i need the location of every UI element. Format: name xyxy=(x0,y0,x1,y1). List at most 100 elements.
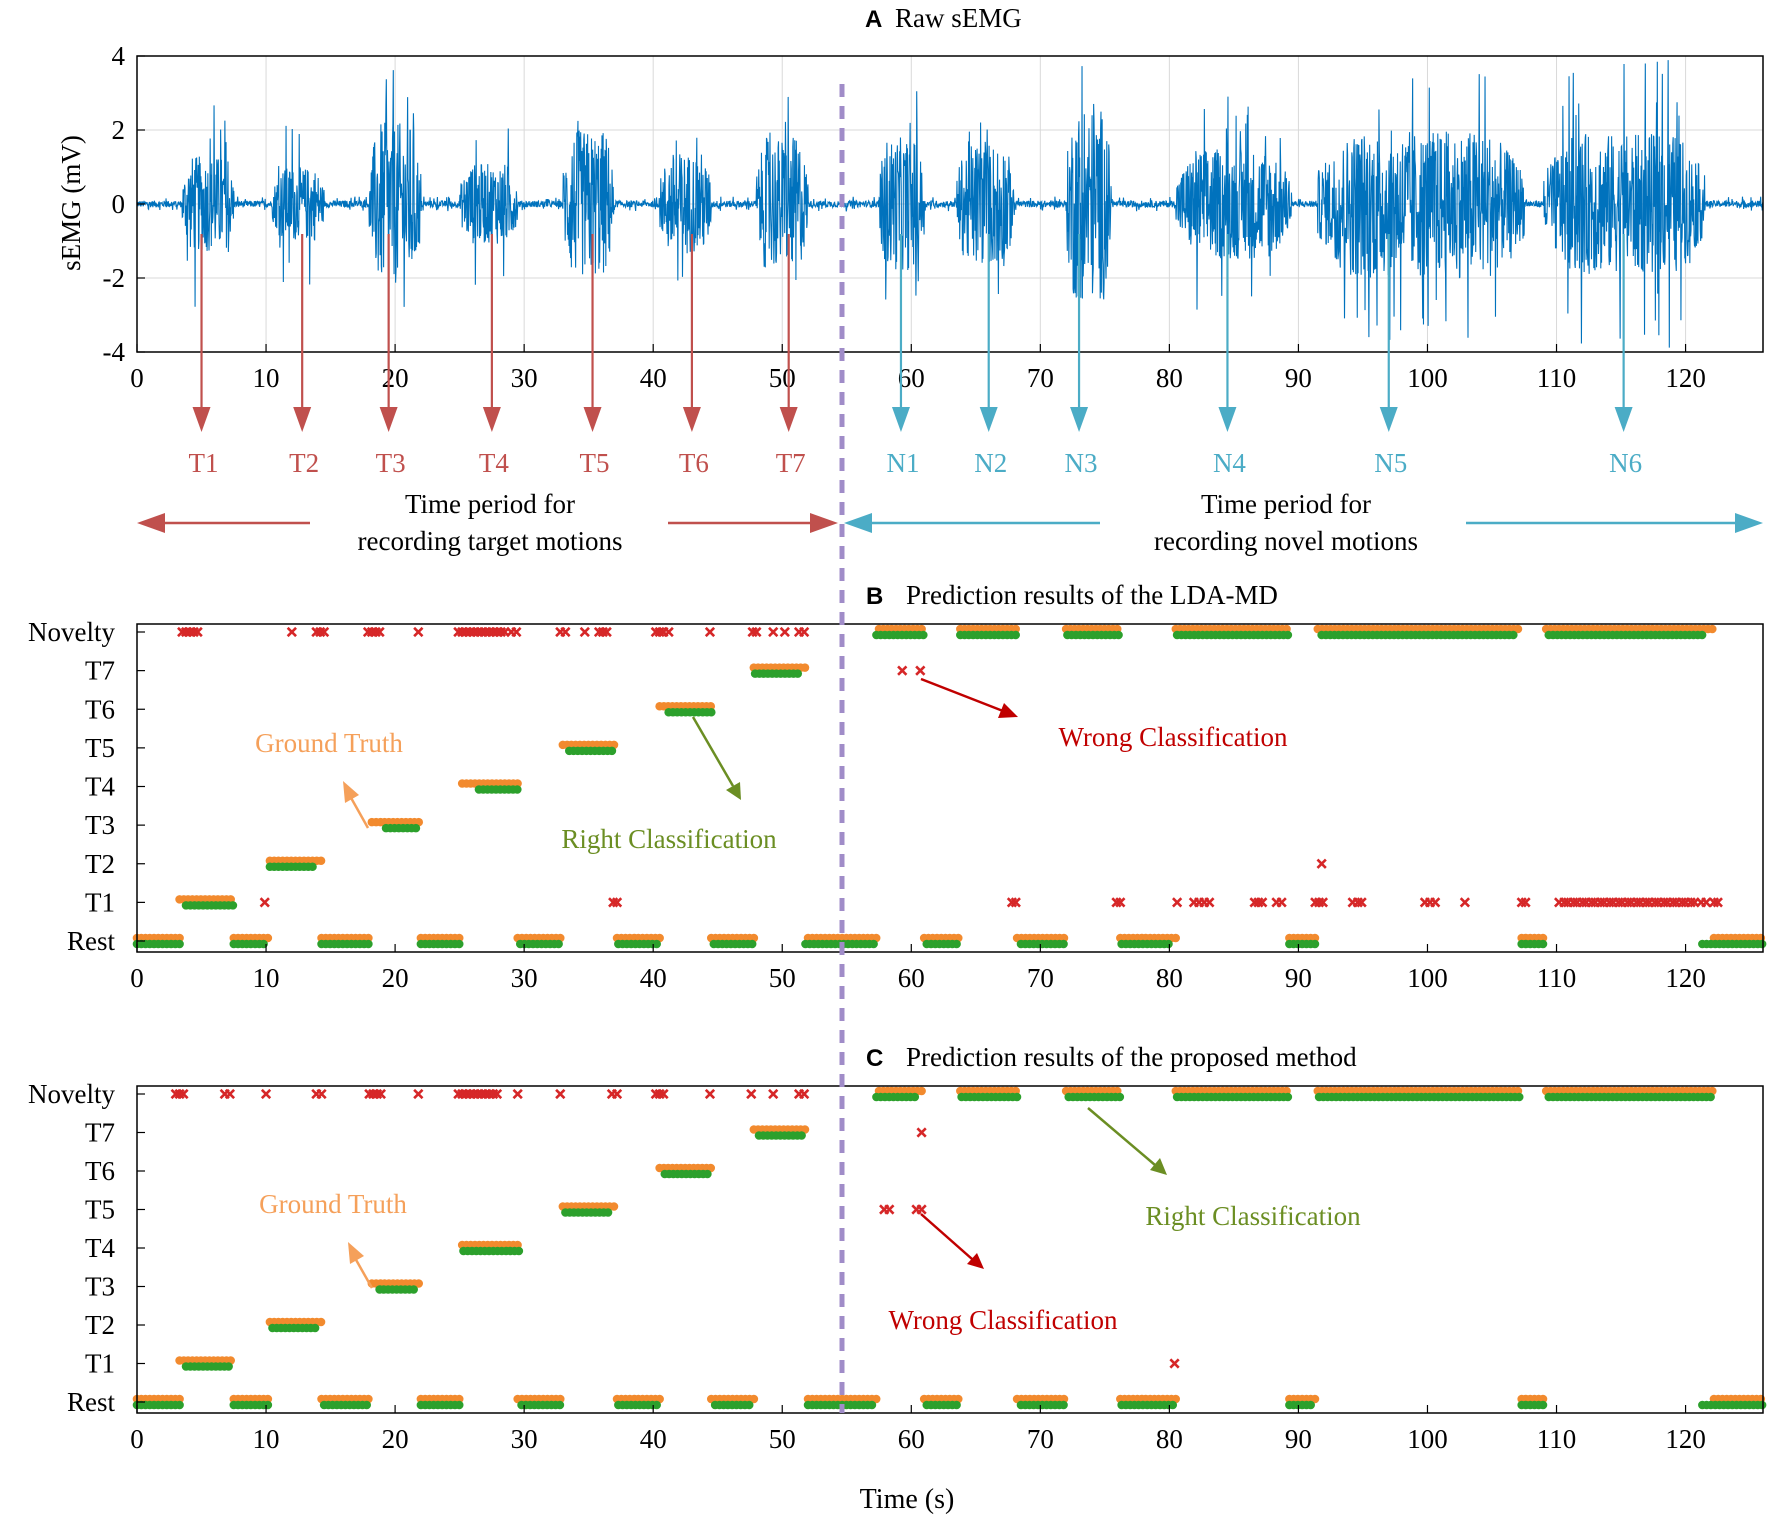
right-classification-point xyxy=(1538,1400,1548,1410)
marker-arrow-head xyxy=(891,407,910,432)
category-label: T1 xyxy=(85,1349,115,1379)
panel-b-right-annotation xyxy=(691,716,741,800)
right-classification-point xyxy=(797,1131,806,1140)
right-classification-point xyxy=(1514,1092,1524,1102)
panel-b-ground-truth-label: Ground Truth xyxy=(255,728,403,758)
wrong-classification-point xyxy=(746,1088,757,1100)
category-label: T4 xyxy=(85,1233,115,1263)
category-label: Novelty xyxy=(28,617,115,647)
x-tick-label: 0 xyxy=(130,1424,144,1454)
panel-a-title: Raw sEMG xyxy=(895,3,1022,33)
x-tick-label: 100 xyxy=(1407,963,1448,993)
panel-c-title: Prediction results of the proposed metho… xyxy=(906,1042,1357,1072)
category-label: T7 xyxy=(85,1118,115,1148)
x-tick-label: 70 xyxy=(1027,1424,1054,1454)
right-classification-point xyxy=(175,939,184,949)
ground-truth-point xyxy=(1707,624,1717,634)
category-label: T2 xyxy=(85,1310,115,1340)
wrong-classification-point xyxy=(512,1088,523,1100)
right-classification-point xyxy=(1283,630,1293,640)
right-classification-point xyxy=(411,823,421,833)
x-tick-label: 100 xyxy=(1407,1424,1448,1454)
ground-truth-point xyxy=(1011,624,1020,634)
wrong-classification-point xyxy=(1115,897,1126,908)
wrong-classification-point xyxy=(658,1088,669,1100)
right-classification-point xyxy=(603,1208,613,1217)
x-tick-label: 20 xyxy=(382,1424,409,1454)
x-tick-label: 50 xyxy=(769,1424,796,1454)
x-tick-label: 60 xyxy=(898,1424,925,1454)
x-tick-label: 120 xyxy=(1665,1424,1706,1454)
right-classification-point xyxy=(555,1400,565,1410)
y-tick-label: -4 xyxy=(103,337,126,367)
wrong-classification-point xyxy=(1257,897,1268,908)
panel-c-scatter xyxy=(132,1086,1767,1410)
category-label: T5 xyxy=(85,733,115,763)
semg-signal-line xyxy=(136,60,1764,348)
right-classification-point xyxy=(1114,630,1123,640)
right-classification-point xyxy=(263,1400,273,1410)
wrong-classification-point xyxy=(316,1088,327,1100)
right-classification-point xyxy=(554,939,563,949)
marker-label-n3: N3 xyxy=(1065,448,1098,478)
wrong-classification-point xyxy=(1169,1358,1180,1369)
x-tick-label: 10 xyxy=(253,963,280,993)
right-classification-point xyxy=(869,939,878,949)
target-period-label-1: Time period for xyxy=(405,489,575,519)
right-classification-point xyxy=(652,939,661,949)
wrong-classification-point xyxy=(1317,897,1329,908)
right-classification-point xyxy=(454,1400,464,1410)
wrong-classification-point xyxy=(259,897,270,908)
ground-truth-point xyxy=(454,933,464,943)
category-label: T6 xyxy=(85,694,115,724)
ground-truth-point xyxy=(1171,933,1181,943)
right-classification-point xyxy=(747,939,757,949)
right-classification-point xyxy=(1283,1092,1293,1102)
right-classification-point xyxy=(703,1169,712,1179)
x-tick-label: 30 xyxy=(511,1424,538,1454)
right-classification-point xyxy=(1697,630,1707,640)
right-classification-point xyxy=(1310,939,1320,949)
panel-c: C Prediction results of the proposed met… xyxy=(28,1042,1767,1515)
right-classification-point xyxy=(918,630,928,640)
panel-b-axes-box xyxy=(136,623,1764,953)
x-tick-label: 110 xyxy=(1537,963,1577,993)
motion-markers: T1 T2 T3 T4 T5 T6 T7 N1 N2 N3 N4 N5 N6 xyxy=(189,234,1642,478)
wrong-classification-point xyxy=(751,626,762,638)
panel-a-ticks: 0 10 20 30 40 50 60 70 80 90 100 110 120 -4 -2 0 2 4 xyxy=(103,41,1706,393)
wrong-classification-point xyxy=(413,1088,424,1100)
x-tick-label: 50 xyxy=(769,363,796,393)
x-tick-label: 80 xyxy=(1156,363,1183,393)
wrong-classification-point xyxy=(1204,897,1215,908)
ground-truth-point xyxy=(263,1394,273,1404)
right-classification-point xyxy=(409,1285,418,1294)
marker-arrow-head xyxy=(1070,407,1089,432)
marker-arrow-head xyxy=(192,407,211,432)
marker-arrow-head xyxy=(779,407,798,432)
x-axis-label: Time (s) xyxy=(860,1484,955,1515)
marker-label-n2: N2 xyxy=(974,448,1007,478)
x-tick-label: 0 xyxy=(130,963,144,993)
y-tick-label: 2 xyxy=(112,115,126,145)
ground-truth-point xyxy=(749,1394,759,1404)
ground-truth-point xyxy=(1538,933,1548,943)
ground-truth-point xyxy=(1310,1394,1320,1404)
wrong-classification-point xyxy=(916,1127,927,1138)
panel-b-wrong-label: Wrong Classification xyxy=(1058,722,1288,752)
right-classification-point xyxy=(952,1400,961,1410)
ground-truth-point xyxy=(414,1279,424,1288)
wrong-classification-point xyxy=(779,626,790,638)
wrong-classification-point xyxy=(192,626,203,638)
marker-arrow-head xyxy=(293,407,312,432)
right-classification-point xyxy=(1012,1092,1022,1102)
x-tick-label: 40 xyxy=(640,963,667,993)
wrong-classification-point xyxy=(1276,897,1287,908)
y-tick-label: -2 xyxy=(103,263,126,293)
novel-period-label-2: recording novel motions xyxy=(1154,526,1418,556)
wrong-classification-point xyxy=(1172,897,1183,908)
wrong-classification-point xyxy=(1459,897,1471,908)
right-classification-point xyxy=(362,1400,372,1410)
ground-truth-point xyxy=(1310,933,1320,943)
x-tick-label: 0 xyxy=(130,363,144,393)
